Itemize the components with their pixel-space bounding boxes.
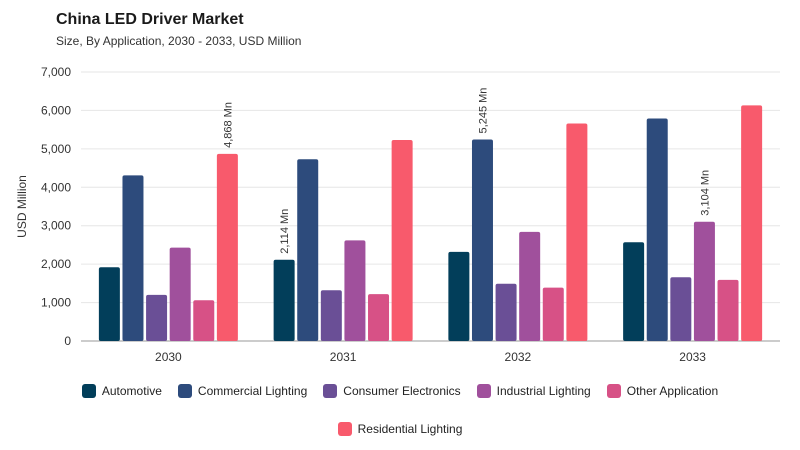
legend-swatch [476, 384, 491, 398]
bar [193, 300, 215, 341]
y-tick-label: 0 [64, 334, 71, 348]
y-tick-label: 6,000 [41, 103, 71, 117]
bar [623, 242, 645, 341]
y-tick-label: 3,000 [41, 219, 71, 233]
legend-item: Consumer Electronics [323, 384, 461, 398]
bar [717, 279, 739, 341]
bar [146, 294, 168, 341]
x-tick-label: 2031 [330, 350, 357, 364]
legend-label: Other Application [626, 384, 719, 398]
legend-label: Consumer Electronics [343, 384, 461, 398]
bar [741, 105, 763, 341]
bar [646, 118, 668, 342]
bar [169, 247, 191, 341]
legend-label: Residential Lighting [357, 422, 463, 436]
legend-swatch [81, 384, 96, 398]
y-tick-label: 5,000 [41, 142, 71, 156]
bar [216, 153, 238, 341]
y-tick-label: 4,000 [41, 180, 71, 194]
bar [98, 267, 120, 341]
y-axis-title: USD Million [15, 175, 29, 238]
bar-chart: 0 1,000 2,000 3,000 4,000 5,000 6,000 7,000 USD … [15, 65, 780, 364]
legend-label: Automotive [101, 384, 162, 398]
data-label: 5,245 Mn [477, 88, 489, 134]
bar [542, 287, 564, 341]
bar [297, 159, 319, 341]
bar [519, 231, 541, 341]
legend-item: Commercial Lighting [177, 384, 308, 398]
bar [122, 175, 144, 341]
legend-label: Commercial Lighting [197, 384, 308, 398]
legend-item: Automotive [81, 384, 162, 398]
legend-item: Industrial Lighting [476, 384, 591, 398]
legend-item: Other Application [606, 384, 719, 398]
bar [391, 140, 413, 341]
bar [344, 240, 366, 341]
data-label: 2,114 Mn [279, 209, 291, 254]
bar [566, 123, 588, 341]
bar [273, 259, 295, 341]
legend-label: Industrial Lighting [496, 384, 591, 398]
bar [320, 290, 342, 341]
chart-subtitle: Size, By Application, 2030 - 2033, USD M… [56, 34, 302, 48]
chart-legend: Automotive Commercial Lighting Consumer El… [0, 384, 800, 436]
data-label: 4,868 Mn [222, 102, 234, 148]
bar [495, 283, 517, 341]
bar [368, 294, 390, 341]
chart-title: China LED Driver Market [56, 11, 244, 28]
legend-swatch [177, 384, 192, 398]
legend-item: Residential Lighting [337, 422, 463, 436]
x-tick-label: 2033 [679, 350, 706, 364]
y-tick-label: 2,000 [41, 257, 71, 271]
bar [670, 277, 692, 341]
data-label: 3,104 Mn [699, 170, 711, 216]
x-tick-label: 2032 [505, 350, 532, 364]
legend-swatch [337, 422, 352, 436]
bar [471, 139, 493, 341]
y-tick-label: 1,000 [41, 296, 71, 310]
legend-swatch [606, 384, 621, 398]
bar [448, 251, 470, 341]
y-tick-label: 7,000 [41, 65, 71, 79]
legend-swatch [323, 384, 338, 398]
bar [693, 221, 715, 341]
x-tick-label: 2030 [155, 350, 182, 364]
